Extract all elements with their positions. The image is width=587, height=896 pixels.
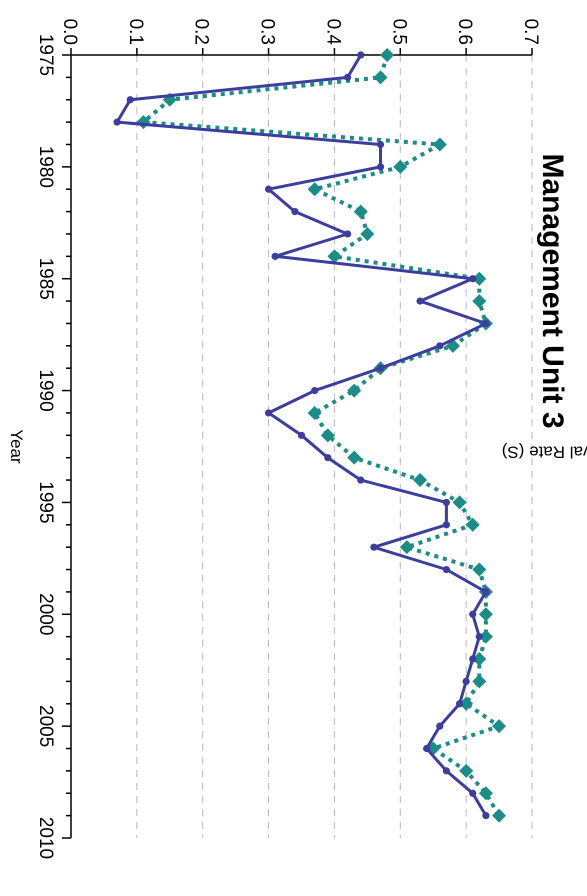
series-1-point bbox=[442, 498, 450, 507]
series-layer bbox=[113, 48, 507, 823]
y-tick-label: 0.2 bbox=[191, 19, 212, 45]
x-tick-label: 1980 bbox=[35, 146, 56, 188]
x-tick-label: 2005 bbox=[35, 705, 56, 747]
series-1-point bbox=[324, 454, 332, 462]
series-1-point bbox=[442, 565, 450, 574]
series-2-point bbox=[347, 450, 362, 465]
series-1-point bbox=[469, 610, 477, 618]
series-1-point bbox=[291, 208, 299, 216]
series-1-point bbox=[126, 96, 134, 104]
chart-title: Management Unit 3 bbox=[536, 153, 569, 428]
series-2-point bbox=[413, 473, 428, 488]
series-1-point bbox=[113, 118, 121, 126]
series-1-point bbox=[475, 633, 483, 641]
series-1-point bbox=[376, 140, 385, 149]
series-1-point bbox=[264, 185, 273, 193]
series-1-point bbox=[436, 342, 444, 350]
series-1-point bbox=[455, 700, 464, 708]
series-2-point bbox=[360, 226, 375, 241]
series-2-point bbox=[399, 540, 414, 555]
y-tick-label: 0.4 bbox=[322, 19, 343, 46]
series-2-point bbox=[307, 405, 322, 420]
series-2-point bbox=[327, 249, 342, 264]
series-2-point bbox=[307, 182, 322, 197]
series-2-point bbox=[373, 70, 388, 85]
y-tick-label: 0.0 bbox=[59, 19, 80, 45]
series-1-point bbox=[376, 163, 385, 171]
y-tick-label: 0.3 bbox=[257, 19, 278, 45]
x-tick-label: 1975 bbox=[35, 34, 56, 76]
x-tick-label: 1995 bbox=[35, 481, 56, 523]
series-1-point bbox=[482, 319, 490, 328]
series-1-point bbox=[436, 722, 444, 730]
gridlines bbox=[136, 55, 533, 838]
y-axis-title: Survival Rate (S) bbox=[502, 443, 587, 462]
series-1-point bbox=[344, 73, 352, 81]
x-tick-label: 1990 bbox=[35, 369, 56, 411]
y-tick-label: 0.6 bbox=[454, 19, 475, 45]
series-2-point bbox=[353, 204, 368, 219]
series-1-point bbox=[482, 812, 490, 820]
series-1-point bbox=[442, 521, 450, 529]
series-2-point bbox=[380, 48, 395, 62]
series-1-point bbox=[469, 655, 477, 663]
y-tick-label: 0.5 bbox=[388, 19, 409, 45]
series-2-point bbox=[472, 562, 487, 577]
series-1-point bbox=[442, 767, 450, 775]
series-1-point bbox=[416, 297, 424, 305]
series-1-point bbox=[311, 386, 319, 395]
x-tick-label: 2010 bbox=[35, 817, 56, 859]
y-tick-label: 0.7 bbox=[520, 19, 541, 45]
series-1-point bbox=[469, 275, 477, 283]
y-tick-label: 0.1 bbox=[125, 19, 146, 45]
series-1-point bbox=[462, 677, 470, 686]
x-tick-label: 1985 bbox=[35, 258, 56, 300]
series-1-point bbox=[370, 543, 378, 551]
series-1-point bbox=[469, 789, 477, 797]
series-1-point bbox=[482, 588, 490, 596]
series-1-point bbox=[297, 431, 306, 439]
series-1-point bbox=[423, 744, 431, 753]
x-axis-title: Year bbox=[7, 429, 26, 464]
series-1-point bbox=[376, 364, 385, 372]
series-2-point bbox=[478, 607, 493, 622]
series-2-point bbox=[472, 294, 487, 309]
series-2-point bbox=[492, 808, 507, 823]
series-1-point bbox=[357, 476, 365, 484]
series-1-point bbox=[271, 252, 279, 260]
axes: 0.0 0.1 0.2 0.3 0.4 0.5 0.6 0.7 1975 1980 1985 1990… bbox=[35, 19, 541, 860]
series-2-point bbox=[432, 137, 447, 152]
series-2-point bbox=[452, 495, 467, 510]
x-tick-label: 2000 bbox=[35, 593, 56, 635]
series-1-point bbox=[357, 51, 365, 59]
series-2-point bbox=[472, 674, 487, 689]
series-1-point bbox=[264, 409, 273, 417]
series-1-point bbox=[344, 230, 352, 238]
